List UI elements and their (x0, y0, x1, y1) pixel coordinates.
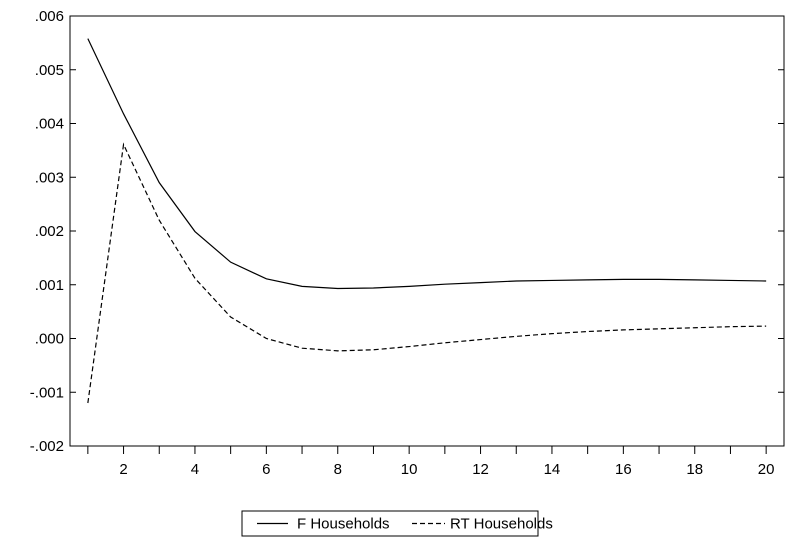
y-tick-label: -.001 (30, 384, 64, 401)
plot-border (69, 15, 785, 447)
x-tick-label: 2 (119, 461, 127, 478)
x-axis: 2 4 6 8 10 12 14 16 18 20 (87, 446, 775, 478)
series-layer (87, 38, 767, 404)
plot-area (69, 15, 785, 447)
x-tick-label: 12 (472, 461, 489, 478)
legend-box (241, 510, 539, 537)
y-tick-label: .006 (35, 8, 64, 25)
series-line-rt-households (87, 142, 767, 404)
x-tick-label: 6 (262, 461, 270, 478)
x-tick-label: 10 (401, 461, 418, 478)
y-tick-label: -.002 (30, 438, 64, 455)
y-tick-label: .005 (35, 62, 64, 79)
x-tick-label: 8 (334, 461, 342, 478)
y-tick-label: .003 (35, 169, 64, 186)
x-tick-label: 18 (686, 461, 703, 478)
y-tick-label: .002 (35, 223, 64, 240)
legend-label: RT Households (450, 516, 553, 533)
legend: F Households RT Households (241, 510, 553, 537)
legend-label: F Households (297, 516, 390, 533)
y-axis: -.002 -.001 .000 .001 .002 .003 .004 .005 .006 (30, 8, 784, 455)
y-tick-label: .001 (35, 277, 64, 294)
x-tick-label: 16 (615, 461, 632, 478)
x-tick-label: 14 (544, 461, 561, 478)
x-tick-label: 4 (191, 461, 199, 478)
y-tick-label: .000 (35, 331, 64, 348)
y-tick-label: .004 (35, 116, 64, 133)
series-line-f-households (87, 38, 767, 290)
x-tick-label: 20 (758, 461, 775, 478)
